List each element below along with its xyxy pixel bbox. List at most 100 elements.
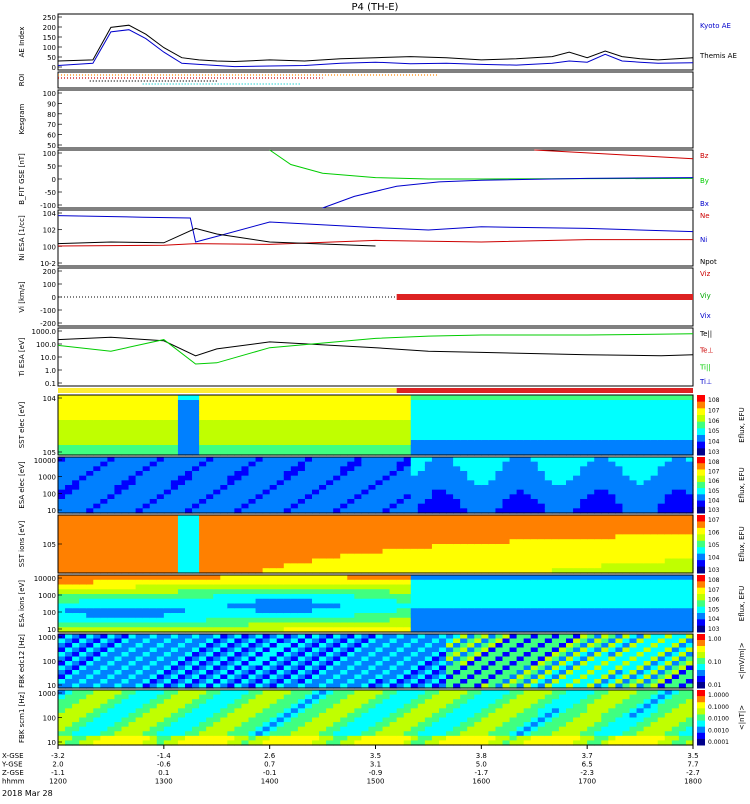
sst_e-cell xyxy=(517,395,525,401)
esa_i-cell xyxy=(453,608,461,613)
sst_i-cell xyxy=(524,563,532,568)
esa_e-cell xyxy=(100,485,108,490)
fbk_e-cell xyxy=(199,661,207,666)
sst_i-cell xyxy=(644,554,652,559)
sst_i-cell xyxy=(622,554,630,559)
sst_i-cell xyxy=(587,534,595,539)
sst_i-cell xyxy=(256,554,264,559)
fbk_e-cell xyxy=(206,634,214,639)
esa_e-cell xyxy=(256,504,264,509)
esa_e-cell xyxy=(114,471,122,476)
sst_e-cell xyxy=(467,395,475,401)
fbk_e-cell xyxy=(86,639,94,644)
sst_i-cell xyxy=(538,525,546,530)
esa_i-cell xyxy=(361,623,369,628)
sst_i-cell xyxy=(383,530,391,535)
sst_i-cell xyxy=(397,549,405,554)
sst_i-cell xyxy=(178,563,186,568)
esa_i-cell xyxy=(256,594,264,599)
sst_e-cell xyxy=(651,430,659,436)
esa_e-cell xyxy=(517,457,525,462)
esa_e-cell xyxy=(312,466,320,471)
esa_i-cell xyxy=(220,618,228,623)
sst_i-cell xyxy=(495,520,503,525)
sst_e-cell xyxy=(86,440,94,446)
sst_i-cell xyxy=(305,549,313,554)
sst_i-cell xyxy=(305,530,313,535)
esa_e-cell xyxy=(220,499,228,504)
fbk_e-cell xyxy=(164,675,172,680)
sst_e-cell xyxy=(227,400,235,406)
sst_i-cell xyxy=(397,515,405,520)
sst_i-cell xyxy=(65,534,73,539)
esa_i-cell xyxy=(220,608,228,613)
sst_i-cell xyxy=(446,530,454,535)
esa_e-cell xyxy=(93,471,101,476)
sst_e-cell xyxy=(552,435,560,441)
esa_i-cell xyxy=(143,575,151,580)
esa_e-cell xyxy=(644,462,652,467)
sst_i-cell xyxy=(270,520,278,525)
fbk_e-cell xyxy=(79,670,87,675)
sst_e-cell xyxy=(79,440,87,446)
sst_i-cell xyxy=(467,554,475,559)
esa_i-cell xyxy=(326,623,334,628)
fbk_e-cell xyxy=(65,666,73,671)
esa_e-cell xyxy=(432,471,440,476)
esa_i-cell xyxy=(552,623,560,628)
sst_i-cell xyxy=(298,525,306,530)
sst_e-cell xyxy=(510,440,518,446)
sst_i-cell xyxy=(630,563,638,568)
sst_i-cell xyxy=(298,534,306,539)
sst_e-cell xyxy=(291,410,299,416)
esa_e-cell xyxy=(93,499,101,504)
esa_e-cell xyxy=(672,480,680,485)
esa_e-cell xyxy=(418,494,426,499)
esa_e-cell xyxy=(453,485,461,490)
sst_i-cell xyxy=(143,563,151,568)
esa_e-cell xyxy=(622,494,630,499)
sst_e-cell xyxy=(234,410,242,416)
esa_e-cell xyxy=(411,476,419,481)
fbk_e-cell xyxy=(220,634,228,639)
esa_e-cell xyxy=(114,485,122,490)
sst_i-cell xyxy=(425,554,433,559)
esa_e-cell xyxy=(545,476,553,481)
mode-bar-0 xyxy=(58,388,397,393)
sst_e-tick-label: 104 xyxy=(43,395,57,403)
sst_e-cell xyxy=(227,410,235,416)
sst_e-cell xyxy=(622,420,630,426)
temperature-ylabel: Ti ESA [eV] xyxy=(18,337,26,377)
esa_i-cell xyxy=(608,613,616,618)
sst_i-cell xyxy=(93,544,101,549)
sst_e-cell xyxy=(637,415,645,421)
sst_e-cell xyxy=(241,420,249,426)
esa_e-cell xyxy=(79,490,87,495)
esa_e-cell xyxy=(404,499,412,504)
esa_e-cell xyxy=(58,485,66,490)
esa_e-cell xyxy=(107,480,115,485)
esa_i-cell xyxy=(256,604,264,609)
sst_i-cell xyxy=(143,515,151,520)
sst_e-cell xyxy=(150,445,158,451)
ae-tick-label: 0 xyxy=(52,64,56,72)
esa_e-cell xyxy=(72,490,80,495)
sst_i-cell xyxy=(326,539,334,544)
esa_i-tick-label: 1000 xyxy=(38,592,56,600)
sst_e-cell xyxy=(637,435,645,441)
sst_i-cell xyxy=(460,515,468,520)
esa_i-cell xyxy=(439,575,447,580)
esa_i-cell xyxy=(665,589,673,594)
sst_e-cell xyxy=(79,395,87,401)
fbk_e-cell xyxy=(107,634,115,639)
esa_e-cell xyxy=(679,476,687,481)
esa_e-cell xyxy=(291,499,299,504)
fbk_e-cell xyxy=(241,675,249,680)
esa_e-cell xyxy=(171,504,179,509)
esa_e-cell xyxy=(234,480,242,485)
esa_e-cell xyxy=(665,466,673,471)
sst_i-cell xyxy=(425,539,433,544)
esa_i-cell xyxy=(93,613,101,618)
sst_i-cell xyxy=(495,544,503,549)
sst_e-cell xyxy=(136,410,144,416)
